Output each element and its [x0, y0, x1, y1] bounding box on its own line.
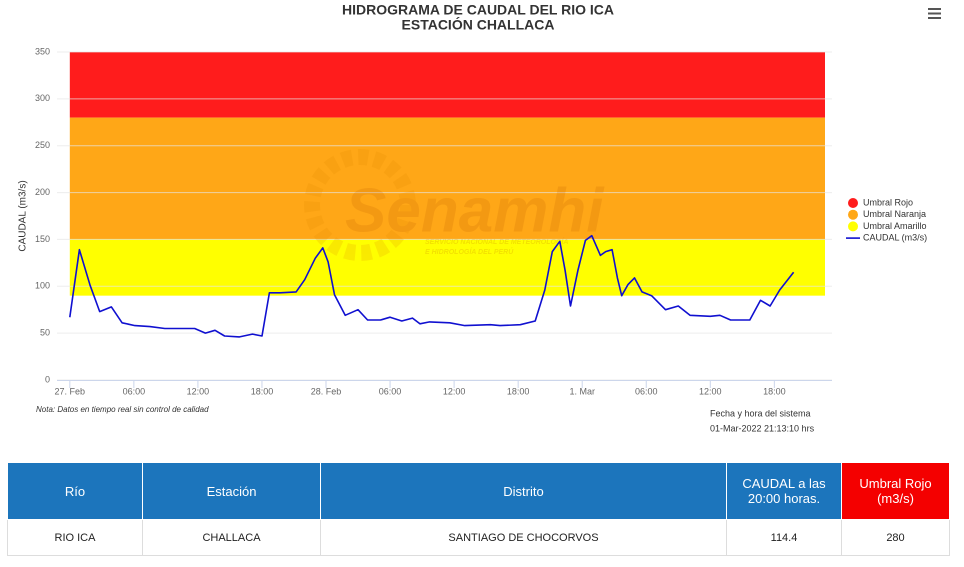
chart-subtitle: ESTACIÓN CHALLACA — [402, 16, 555, 33]
menu-button[interactable] — [928, 8, 941, 19]
menu-bar — [928, 12, 941, 15]
x-tick-label: 06:00 — [379, 386, 402, 396]
legend-marker — [848, 209, 858, 220]
watermark-subtext: E HIDROLOGÍA DEL PERÚ — [425, 247, 514, 256]
x-tick-label: 18:00 — [507, 386, 530, 396]
legend-label: Umbral Naranja — [863, 209, 926, 219]
threshold-band — [69, 52, 825, 118]
system-time-label: Fecha y hora del sistema — [710, 408, 811, 418]
menu-bar — [928, 8, 941, 10]
legend-marker — [848, 221, 858, 232]
y-tick-label: 150 — [35, 234, 50, 244]
legend-label: CAUDAL (m3/s) — [863, 232, 927, 242]
watermark-sun — [304, 149, 416, 261]
x-tick-label: 12:00 — [699, 386, 722, 396]
threshold-band — [69, 117, 825, 240]
x-tick-label: 18:00 — [763, 386, 786, 396]
chart-title: HIDROGRAMA DE CAUDAL DEL RIO ICA — [342, 2, 614, 18]
header-cell: Distrito — [320, 462, 727, 520]
x-tick-label: 28. Feb — [311, 386, 342, 396]
cell: SANTIAGO DE CHOCORVOS — [320, 519, 727, 556]
cell: RIO ICA — [7, 519, 143, 556]
cell: 114.4 — [726, 519, 842, 556]
x-tick-label: 12:00 — [187, 386, 210, 396]
watermark-text: Senamhi — [345, 176, 605, 245]
y-tick-label: 200 — [35, 187, 50, 197]
legend-label: Umbral Amarillo — [863, 221, 927, 231]
x-tick-label: 27. Feb — [55, 386, 86, 396]
table-header: Río Estación Distrito CAUDAL a las 20:00… — [7, 462, 950, 520]
header-cell: Estación — [142, 462, 321, 520]
y-tick-label: 50 — [40, 328, 50, 338]
watermark-subtext: SERVICIO NACIONAL DE METEOROLOGÍA — [425, 237, 568, 246]
header-cell: Río — [7, 462, 143, 520]
menu-bar — [928, 17, 941, 19]
data-line — [69, 234, 795, 338]
cell: CHALLACA — [142, 519, 321, 556]
legend-label: Umbral Rojo — [863, 197, 913, 207]
y-tick-label: 100 — [35, 281, 50, 291]
y-tick-label: 250 — [35, 140, 50, 150]
x-tick-label: 06:00 — [123, 386, 146, 396]
plot-area — [57, 51, 832, 381]
header-cell: Umbral Rojo (m3/s) — [841, 462, 950, 520]
y-tick-label: 350 — [35, 46, 50, 56]
y-tick-label: 0 — [45, 374, 50, 384]
x-tick-label: 06:00 — [635, 386, 658, 396]
data-table: Río Estación Distrito CAUDAL a las 20:00… — [7, 462, 950, 556]
x-tick-label: 1. Mar — [569, 386, 595, 396]
note: Nota: Datos en tiempo real sin control d… — [36, 405, 209, 414]
x-tick-label: 18:00 — [251, 386, 274, 396]
y-axis-label: CAUDAL (m3/s) — [18, 180, 29, 251]
system-time: 01-Mar-2022 21:13:10 hrs — [710, 423, 815, 433]
y-tick-label: 300 — [35, 93, 50, 103]
table-row: RIO ICA CHALLACA SANTIAGO DE CHOCORVOS 1… — [7, 519, 950, 556]
x-tick-label: 12:00 — [443, 386, 466, 396]
legend-marker — [848, 198, 858, 208]
cell: 280 — [841, 519, 950, 556]
chart: HIDROGRAMA DE CAUDAL DEL RIO ICA ESTACIÓ… — [18, 2, 928, 434]
header-cell: CAUDAL a las 20:00 horas. — [726, 462, 842, 520]
